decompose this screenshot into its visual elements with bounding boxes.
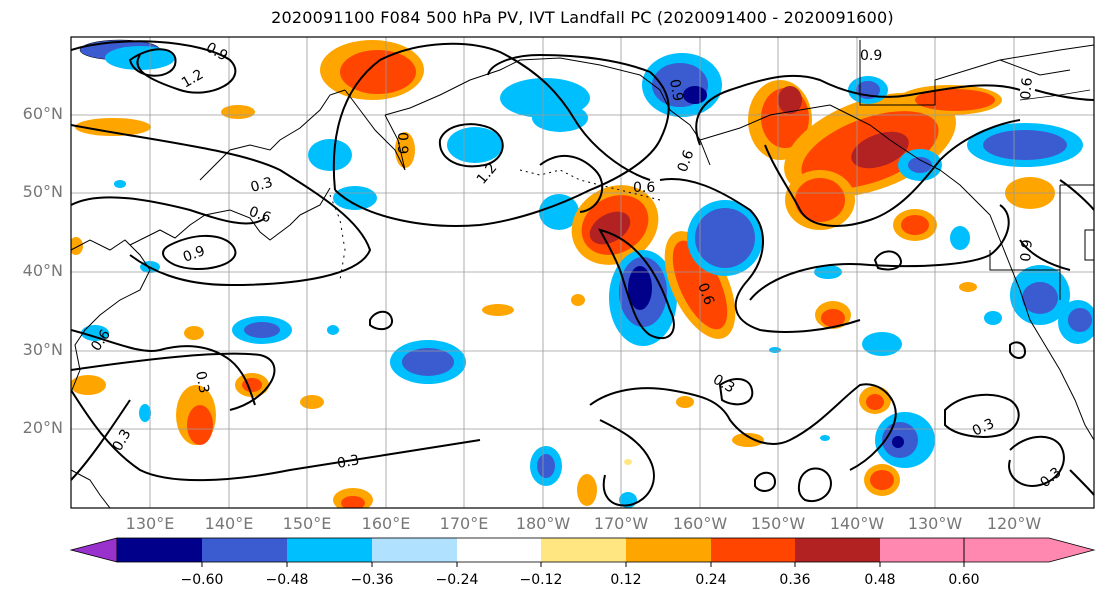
coastlines	[71, 40, 1094, 508]
colorbar-extend-high	[964, 538, 1094, 562]
lat-label-30n: 30°N	[22, 340, 63, 359]
lon-label-170w: 170°W	[593, 514, 649, 533]
lon-label-150e: 150°E	[282, 514, 332, 533]
lat-label-20n: 20°N	[22, 418, 63, 437]
contour-label: 0.6	[1018, 77, 1036, 101]
colorbar-segment	[626, 538, 711, 562]
contour-label: 0.9	[860, 48, 882, 64]
lon-label-180w: 180°W	[515, 514, 571, 533]
contour-label: 0.9	[181, 243, 207, 266]
page-title: 2020091100 F084 500 hPa PV, IVT Landfall…	[271, 8, 894, 27]
lon-label-140w: 140°W	[829, 514, 885, 533]
colorbar-tick-label: −0.36	[350, 572, 394, 588]
lon-label-140e: 140°E	[204, 514, 254, 533]
lat-label-60n: 60°N	[22, 104, 63, 123]
colorbar-segment	[711, 538, 795, 562]
map-content: 0.9 1.2 0.3 0.6 0.9 0.9 1.2 0.9 0.6 0.6 …	[71, 37, 1094, 508]
colorbar-tick-label: 0.24	[695, 572, 727, 588]
colorbar-tick-label: 0.48	[864, 572, 896, 588]
colorbar-extend-low	[69, 537, 118, 563]
pv-shading	[71, 39, 1094, 508]
contour-label: 0.6	[633, 180, 655, 196]
lon-label-120w: 120°W	[986, 514, 1042, 533]
contour-label: 0.9	[394, 132, 410, 154]
contour-label: 0.9	[666, 78, 686, 103]
colorbar-segment	[541, 538, 626, 562]
contour-label: 0.3	[192, 370, 212, 395]
lon-label-130w: 130°W	[907, 514, 963, 533]
colorbar	[69, 537, 1096, 567]
map-frame	[70, 36, 1095, 509]
pv-contours	[71, 40, 1094, 507]
colorbar-segment	[202, 538, 287, 562]
lat-label-50n: 50°N	[22, 182, 63, 201]
colorbar-tick-label: 0.12	[610, 572, 642, 588]
colorbar-segment	[117, 538, 202, 562]
colorbar-segment	[880, 538, 964, 562]
colorbar-segment	[795, 538, 880, 562]
colorbar-tick-label: 0.60	[948, 572, 980, 588]
colorbar-tick-label: −0.24	[435, 572, 479, 588]
colorbar-arrow-outline	[963, 537, 1096, 563]
lon-label-160w: 160°W	[672, 514, 728, 533]
contour-label: 0.3	[336, 452, 361, 472]
colorbar-tick-label: −0.60	[180, 572, 224, 588]
colorbar-segment	[287, 538, 372, 562]
colorbar-tick-label: 0.36	[779, 572, 811, 588]
lon-label-160e: 160°E	[361, 514, 411, 533]
colorbar-tick-label: −0.48	[265, 572, 309, 588]
contour-label: 0.6	[694, 281, 717, 307]
colorbar-tick-label: −0.12	[519, 572, 563, 588]
lat-label-40n: 40°N	[22, 261, 63, 280]
lon-label-170e: 170°E	[439, 514, 489, 533]
contour-label: 0.6	[675, 148, 698, 174]
lon-label-150w: 150°W	[750, 514, 806, 533]
contour-label: 0.3	[249, 175, 275, 196]
colorbar-segment	[457, 538, 541, 562]
map-gridlines	[71, 37, 1094, 508]
colorbar-segment	[372, 538, 457, 562]
contour-label: 0.6	[247, 204, 273, 227]
contour-label: 0.9	[1018, 239, 1036, 263]
lon-label-130e: 130°E	[125, 514, 175, 533]
